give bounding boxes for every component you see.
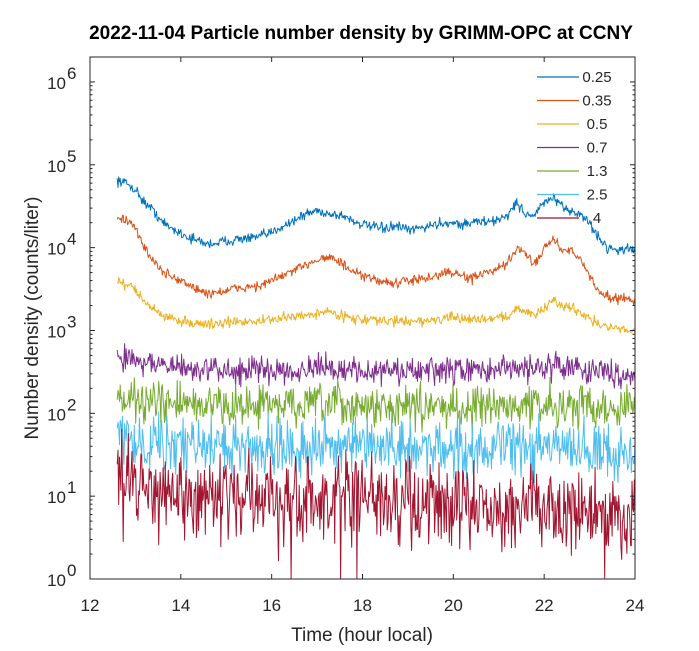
legend-label: 0.25 [582,69,611,86]
series-line-2-5 [116,411,636,483]
y-tick-exponent: 0 [67,561,76,580]
axes-layer [89,56,636,580]
y-tick-exponent: 4 [67,230,76,249]
y-tick-label: 10 [47,405,66,424]
y-tick-exponent: 6 [67,64,76,83]
legend-label: 4 [593,210,601,227]
y-tick-label: 10 [47,322,66,341]
y-axis-label: Number density (counts/liter) [22,197,43,440]
x-tick-label: 12 [81,596,100,615]
y-tick-label: 10 [47,240,66,259]
x-axis-label: Time (hour local) [291,625,433,646]
y-tick-exponent: 2 [67,395,76,414]
series-line-1-3 [116,377,636,435]
legend-label: 0.5 [587,116,608,133]
x-tick-label: 24 [626,596,645,615]
legend: 0.25 0.35 0.5 0.7 1.3 2.5 4 [537,69,612,227]
x-tick-label: 22 [535,596,554,615]
legend-label: 0.7 [587,140,608,157]
series-line-4 [116,428,636,580]
y-tick-label: 10 [47,157,66,176]
x-tick-label: 20 [444,596,463,615]
series-line-0-7 [116,343,636,390]
y-tick-exponent: 5 [67,147,76,166]
chart-title: 2022-11-04 Particle number density by GR… [89,23,633,44]
y-tick-label: 10 [47,74,66,93]
x-tick-label: 14 [171,596,190,615]
series-line-0-5 [116,276,636,334]
y-tick-label: 10 [47,571,66,590]
y-tick-label: 10 [47,488,66,507]
y-tick-exponent: 1 [67,478,76,497]
x-tick-label: 18 [353,596,372,615]
y-tick-exponent: 3 [67,312,76,331]
legend-label: 2.5 [587,187,608,204]
series-layer [116,176,636,580]
x-tick-label: 16 [262,596,281,615]
series-line-0-35 [116,214,636,306]
legend-label: 1.3 [587,163,608,180]
legend-label: 0.35 [582,93,611,110]
x-tick-labels: 12 14 16 18 20 22 24 [81,596,645,615]
series-line-0-25 [116,176,636,256]
